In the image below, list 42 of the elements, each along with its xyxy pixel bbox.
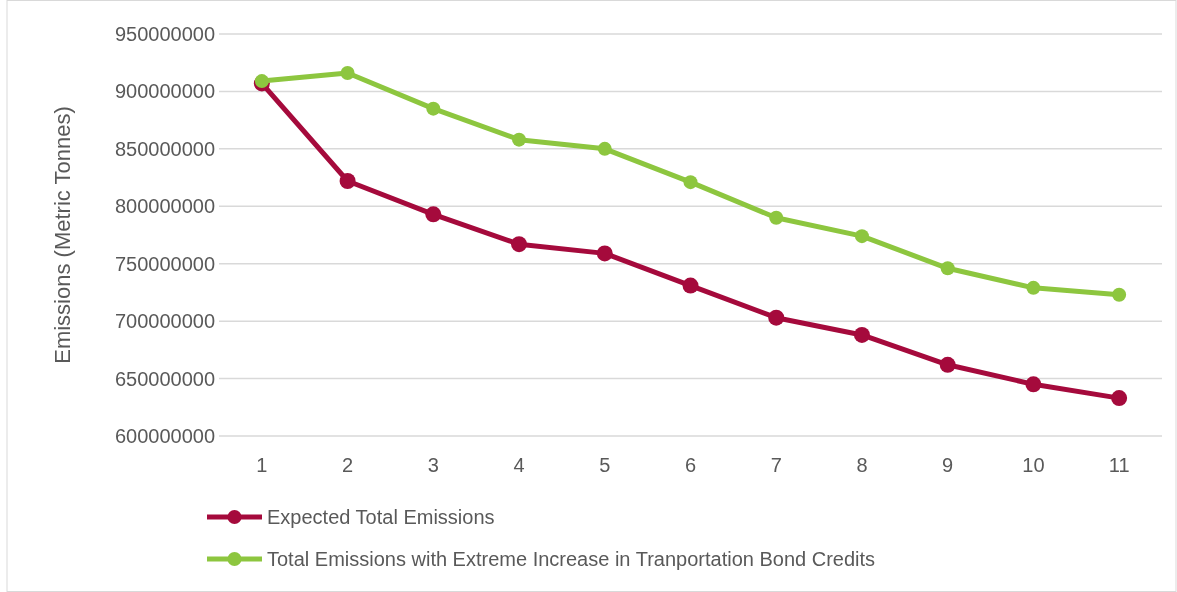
y-tick-label: 650000000 [114,367,215,390]
x-tick-label: 6 [684,454,697,476]
x-tick-label: 11 [1108,454,1130,476]
point [768,309,785,326]
point [596,245,613,262]
point [425,206,442,223]
point [340,66,355,81]
y-tick-label: 600000000 [114,425,215,447]
point [1111,390,1128,407]
legend-label: Total Emissions with Extreme Increase in Tranportation Bond Credits [267,548,876,570]
y-tick-label: 750000000 [114,252,215,275]
point [853,326,870,343]
y-tick-label: 800000000 [114,195,215,218]
point [682,277,699,294]
x-tick-label: 1 [256,454,268,476]
y-tick-label: 950000000 [114,23,215,45]
point [512,132,527,147]
point [683,175,698,190]
point [854,229,869,244]
x-tick-label: 10 [1022,454,1045,476]
point [940,261,955,276]
y-axis-title: Emissions (Metric Tonnes) [50,106,75,364]
point [339,173,356,190]
y-tick-label: 700000000 [114,310,215,333]
point [1025,376,1042,393]
x-tick-label: 2 [342,454,354,476]
y-tick-label: 900000000 [114,80,215,103]
point [939,356,956,373]
point [597,141,612,156]
point [769,210,784,225]
x-tick-label: 4 [513,454,525,476]
x-tick-label: 5 [599,454,611,476]
point [511,236,528,253]
x-tick-label: 9 [942,454,954,476]
point [1112,287,1127,302]
y-tick-label: 850000000 [114,137,215,160]
x-tick-label: 3 [427,454,439,476]
point [1026,280,1041,295]
point [426,101,441,116]
x-tick-label: 8 [856,454,868,476]
x-tick-label: 7 [770,454,782,476]
legend-label: Expected Total Emissions [267,506,495,528]
